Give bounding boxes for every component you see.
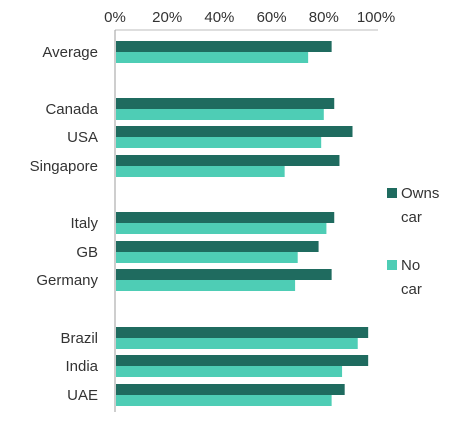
category-label: India [65,358,98,375]
x-tick-label: 60% [257,9,287,26]
legend-label: car [401,281,422,298]
bar-no-car [116,109,324,120]
bar-no-car [116,137,322,148]
bar-owns-car [116,155,340,166]
bar-no-car [116,223,327,234]
legend-label: No [401,257,420,274]
x-tick-label: 100% [357,9,395,26]
legend-swatch [387,260,397,270]
bar-owns-car [116,41,332,52]
bar-no-car [116,366,343,377]
category-label: Average [42,44,98,61]
legend-label: Owns [401,185,439,202]
category-label: USA [67,129,98,146]
category-label: Singapore [30,158,98,175]
legend: Owns car No car [387,185,439,298]
category-label: Italy [70,215,98,232]
legend-label: car [401,209,422,226]
category-label: Canada [45,101,98,118]
bar-owns-car [116,269,332,280]
x-tick-label: 20% [152,9,182,26]
category-label: Brazil [60,330,98,347]
bar-owns-car [116,355,369,366]
bar-owns-car [116,212,335,223]
x-tick-label: 40% [204,9,234,26]
x-tick-label: 80% [309,9,339,26]
category-label: Germany [36,272,98,289]
bar-no-car [116,166,285,177]
category-label: GB [76,244,98,261]
category-labels: Average Canada USA Singapore Italy GB Germany B… [30,44,99,404]
bar-no-car [116,52,309,63]
bar-owns-car [116,126,353,137]
x-axis-tick-labels: 0% 20% 40% 60% 80% 100% [104,9,395,26]
bar-no-car [116,338,358,349]
bar-owns-car [116,241,319,252]
x-tick-label: 0% [104,9,126,26]
category-label: UAE [67,387,98,404]
bar-owns-car [116,98,335,109]
bar-no-car [116,252,298,263]
bar-owns-car [116,384,345,395]
bars [116,41,369,406]
legend-swatch [387,188,397,198]
bar-no-car [116,395,332,406]
bar-no-car [116,280,296,291]
bar-owns-car [116,327,369,338]
